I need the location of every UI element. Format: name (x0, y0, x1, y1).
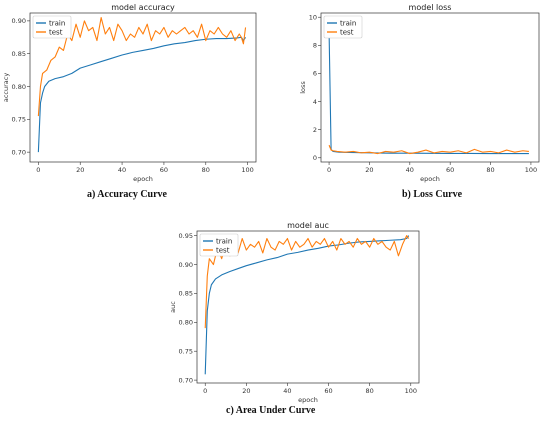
legend-label-test: test (49, 28, 63, 36)
y-tick-label: 0.85 (179, 290, 193, 298)
y-tick-label: 0.90 (179, 261, 193, 269)
legend-label-train: train (216, 237, 232, 245)
accuracy-chart-panel: model accuracy 0 20 40 60 80 100 0.70 0.75 0.80 0.… (0, 0, 275, 183)
x-tick-label: 40 (118, 166, 126, 174)
series-line-train (204, 235, 410, 375)
loss-chart-panel: model loss 0 20 40 60 80 100 0 2 4 6 8 10 epoch loss tr… (283, 0, 550, 183)
x-axis-label: epoch (133, 175, 153, 183)
loss-chart-svg: model loss 0 20 40 60 80 100 0 2 4 6 8 10 epoch loss tr… (299, 3, 540, 183)
y-tick-label: 10 (309, 14, 317, 22)
y-tick-label: 0.90 (12, 17, 26, 25)
x-axis-label: epoch (420, 175, 440, 183)
y-tick-label: 0.80 (12, 83, 26, 91)
x-tick-label: 80 (366, 387, 374, 395)
y-tick-label: 0.80 (179, 319, 193, 327)
x-tick-label: 100 (525, 166, 537, 174)
x-tick-label: 60 (324, 387, 332, 395)
y-tick-label: 8 (313, 42, 317, 50)
auc-chart-svg: model auc 0 20 40 60 80 100 0.70 0.75 0.80 0.85 0.9… (169, 221, 420, 404)
x-axis-label: epoch (298, 396, 318, 404)
legend-label-test: test (340, 28, 354, 36)
caption-accuracy: a) Accuracy Curve (87, 189, 167, 200)
x-tick-label: 100 (405, 387, 417, 395)
plot-frame (196, 230, 420, 384)
x-tick-label: 80 (486, 166, 494, 174)
y-tick-label: 0 (313, 154, 317, 162)
x-tick-label: 60 (160, 166, 168, 174)
y-tick-label: 0.75 (12, 116, 26, 124)
series-line-train (328, 31, 529, 155)
y-tick-label: 0.85 (12, 50, 26, 58)
accuracy-chart-svg: model accuracy 0 20 40 60 80 100 0.70 0.75 0.80 0.… (2, 3, 257, 183)
x-tick-label: 40 (283, 387, 291, 395)
y-tick-label: 6 (313, 70, 317, 78)
auc-chart-panel: model auc 0 20 40 60 80 100 0.70 0.75 0.80 0.85 0.9… (155, 218, 425, 404)
legend-label-train: train (49, 19, 65, 27)
x-tick-label: 40 (406, 166, 414, 174)
series-line-test (37, 17, 247, 117)
chart-title: model loss (409, 3, 452, 12)
x-tick-label: 0 (203, 387, 207, 395)
chart-title: model auc (287, 221, 329, 230)
x-tick-label: 0 (36, 166, 40, 174)
series-line-train (37, 36, 247, 153)
y-tick-label: 0.70 (179, 376, 193, 384)
caption-loss: b) Loss Curve (402, 189, 463, 200)
y-tick-label: 2 (313, 126, 317, 134)
y-tick-label: 0.70 (12, 148, 26, 156)
legend-label-test: test (216, 246, 230, 254)
x-tick-label: 100 (241, 166, 253, 174)
caption-auc: c) Area Under Curve (226, 405, 316, 416)
y-axis-label: loss (299, 81, 307, 94)
x-tick-label: 60 (446, 166, 454, 174)
x-tick-label: 0 (327, 166, 331, 174)
x-tick-label: 20 (242, 387, 250, 395)
y-tick-label: 0.95 (179, 232, 193, 240)
y-tick-label: 4 (313, 98, 317, 106)
chart-title: model accuracy (111, 3, 175, 12)
y-tick-label: 0.75 (179, 348, 193, 356)
y-axis-label: accuracy (2, 73, 10, 102)
x-tick-label: 20 (76, 166, 84, 174)
x-tick-label: 20 (365, 166, 373, 174)
x-tick-label: 80 (202, 166, 210, 174)
y-axis-label: auc (169, 301, 177, 313)
series-line-test (328, 144, 529, 155)
legend-label-train: train (340, 19, 356, 27)
